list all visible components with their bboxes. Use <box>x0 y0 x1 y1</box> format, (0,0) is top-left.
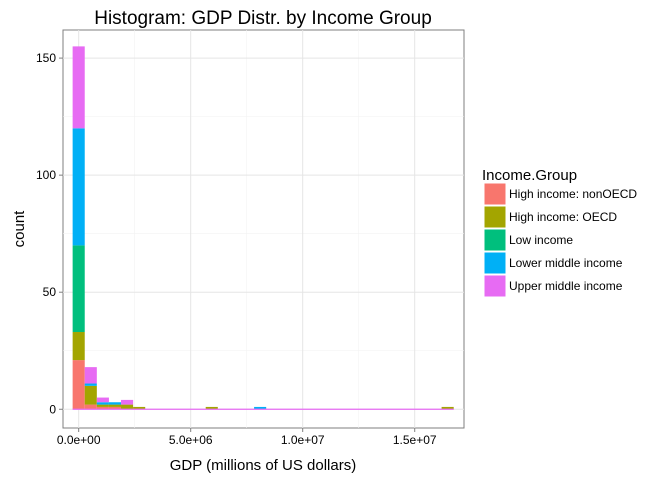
histogram-bar <box>108 402 122 405</box>
histogram-bar <box>121 399 134 405</box>
histogram-bar <box>96 406 109 410</box>
legend-key-swatch <box>483 274 507 298</box>
histogram-bar <box>121 404 134 410</box>
legend-title: Income.Group <box>482 167 577 184</box>
x-axis-ticks: 0.0e+00 5.0e+06 1.0e+07 1.5e+07 <box>57 428 437 447</box>
histogram-bar <box>96 404 109 407</box>
histogram-bar <box>84 367 97 384</box>
legend-item-label: High income: OECD <box>509 210 617 224</box>
histogram-bar <box>108 404 122 407</box>
y-tick-label: 0 <box>49 402 56 416</box>
histogram-bar <box>84 385 97 405</box>
legend-key-swatch <box>483 182 507 206</box>
histogram-bar <box>84 383 97 386</box>
legend-item-label: Upper middle income <box>509 279 623 293</box>
histogram-bar <box>133 406 146 410</box>
chart-title: Histogram: GDP Distr. by Income Group <box>94 8 432 29</box>
bars <box>72 46 454 410</box>
histogram-bar <box>254 406 267 410</box>
histogram-bar <box>72 360 85 410</box>
histogram-bar <box>441 406 454 410</box>
legend: Income.Group High income: nonOECD High in… <box>482 167 637 298</box>
x-tick-label: 0.0e+00 <box>57 433 101 447</box>
x-tick-label: 5.0e+06 <box>169 433 213 447</box>
x-tick-label: 1.5e+07 <box>393 433 437 447</box>
x-tick-label: 1.0e+07 <box>281 433 325 447</box>
y-tick-label: 50 <box>43 285 57 299</box>
legend-key-swatch <box>483 228 507 252</box>
plot-panel <box>62 29 465 429</box>
legend-item-label: Lower middle income <box>509 256 623 270</box>
y-tick-label: 100 <box>36 168 56 182</box>
y-tick-label: 150 <box>36 51 56 65</box>
histogram-bar <box>84 404 97 410</box>
histogram-bar <box>205 406 218 410</box>
legend-key-swatch <box>483 205 507 229</box>
histogram-bar <box>72 245 85 333</box>
histogram-bar <box>96 402 109 405</box>
y-axis-label: count <box>11 210 28 248</box>
histogram-bar <box>72 332 85 361</box>
y-axis-ticks: 0 50 100 150 <box>36 51 63 416</box>
histogram-bar <box>108 406 122 410</box>
legend-item-label: High income: nonOECD <box>509 187 637 201</box>
legend-item-label: Low income <box>509 233 573 247</box>
histogram-bar <box>72 128 85 246</box>
histogram-bar <box>72 46 85 129</box>
histogram-bar <box>96 397 109 403</box>
x-axis-label: GDP (millions of US dollars) <box>170 457 356 474</box>
legend-key-swatch <box>483 251 507 275</box>
